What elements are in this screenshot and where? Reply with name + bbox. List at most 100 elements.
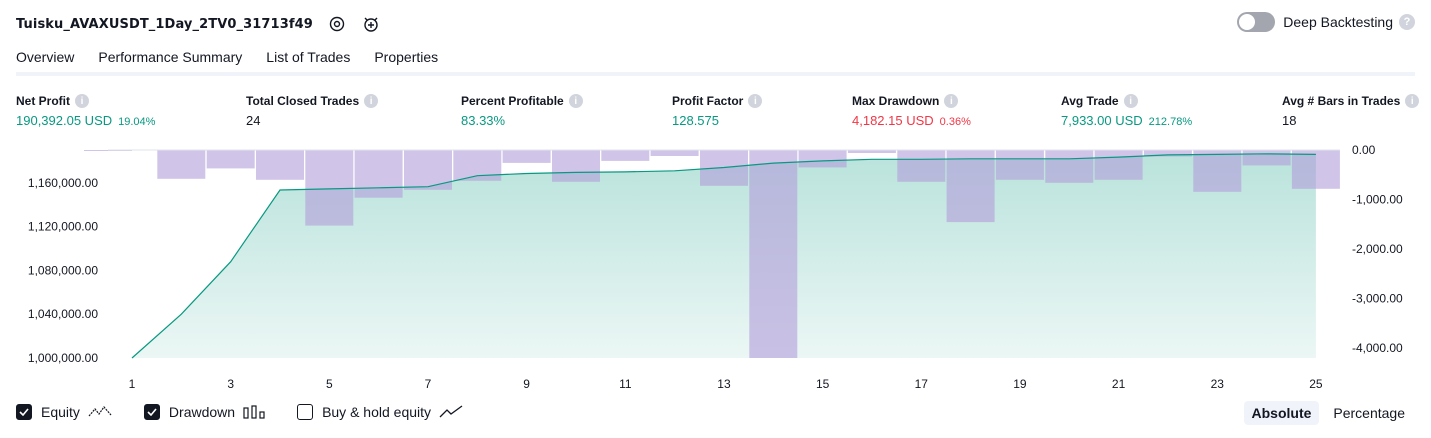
legend-equity[interactable]: Equity: [16, 404, 112, 420]
x-axis-tick-label: 23: [1211, 377, 1225, 390]
equity-drawdown-chart[interactable]: 1,000,000.00 1,040,000.00 1,080,000.00 1,12…: [0, 140, 1431, 390]
metric-net-profit: Net Profit i 190,392.05 USD 19.04%: [16, 94, 155, 128]
x-axis-tick-label: 19: [1013, 377, 1027, 390]
strategy-title: Tuisku_AVAXUSDT_1Day_2TV0_31713f49: [16, 16, 313, 32]
metric-max-drawdown: Max Drawdown i 4,182.15 USD 0.36%: [852, 94, 971, 128]
metric-label: Profit Factor: [672, 94, 744, 108]
drawdown-bar: [1094, 150, 1143, 180]
legend-label: Buy & hold equity: [322, 404, 432, 420]
toggle-knob: [1239, 14, 1256, 30]
drawdown-bar: [1242, 150, 1291, 166]
drawdown-bar: [798, 150, 847, 168]
drawdown-bar: [354, 150, 403, 198]
drawdown-bar: [897, 150, 946, 182]
drawdown-bar: [601, 150, 650, 161]
chart-legend: Equity Drawdown Buy & hold equity: [16, 404, 495, 420]
info-icon[interactable]: i: [364, 94, 379, 108]
drawdown-bar: [157, 150, 206, 179]
metric-avg-trade: Avg Trade i 7,933.00 USD 212.78%: [1061, 94, 1192, 128]
right-axis-tick-label: 0.00: [1352, 143, 1376, 157]
metric-total-closed-trades: Total Closed Trades i 24: [246, 94, 379, 128]
metric-percent: 0.36%: [939, 116, 971, 128]
x-axis-tick-label: 15: [816, 377, 830, 390]
equity-area: [132, 153, 1316, 358]
metric-label: Total Closed Trades: [246, 94, 360, 108]
tab-performance-summary[interactable]: Performance Summary: [98, 49, 243, 65]
left-axis-tick-label: 1,040,000.00: [28, 307, 98, 321]
metric-value: 7,933.00 USD: [1061, 113, 1143, 128]
x-axis-tick-label: 9: [523, 377, 530, 390]
left-axis-tick-label: 1,080,000.00: [28, 263, 98, 277]
drawdown-bars-icon: [243, 405, 265, 419]
left-axis-tick-label: 1,000,000.00: [28, 351, 98, 365]
legend-label: Drawdown: [168, 404, 236, 420]
right-axis-tick-label: -4,000.00: [1352, 341, 1403, 355]
x-axis-tick-label: 13: [717, 377, 731, 390]
mode-percentage[interactable]: Percentage: [1333, 405, 1405, 421]
drawdown-bar: [502, 150, 551, 163]
equity-checkbox[interactable]: [16, 404, 32, 420]
x-axis-tick-label: 17: [915, 377, 929, 390]
left-axis-tick-label: 1,120,000.00: [28, 220, 98, 234]
left-axis-tick-label: 1,160,000.00: [28, 176, 98, 190]
right-axis-tick-label: -3,000.00: [1352, 292, 1403, 306]
strategy-header: Tuisku_AVAXUSDT_1Day_2TV0_31713f49: [16, 10, 381, 38]
metric-value: 83.33%: [461, 113, 506, 128]
legend-drawdown[interactable]: Drawdown: [143, 404, 265, 420]
tab-properties[interactable]: Properties: [374, 49, 439, 65]
metric-value: 24: [246, 113, 261, 128]
buy-hold-checkbox[interactable]: [297, 404, 314, 420]
info-icon[interactable]: i: [944, 94, 959, 108]
x-axis-tick-label: 1: [129, 377, 136, 390]
metric-value: 4,182.15 USD: [852, 113, 934, 128]
gear-icon[interactable]: [327, 14, 347, 34]
drawdown-bar: [1045, 150, 1094, 183]
legend-buy-hold-equity[interactable]: Buy & hold equity: [297, 404, 463, 420]
info-icon[interactable]: i: [568, 94, 583, 108]
metric-label: Avg # Bars in Trades: [1282, 94, 1401, 108]
equity-line: [131, 153, 1316, 359]
drawdown-bar: [206, 150, 255, 169]
info-icon[interactable]: i: [1123, 94, 1138, 108]
deep-backtesting: Deep Backtesting ?: [1237, 12, 1415, 32]
metric-percent-profitable: Percent Profitable i 83.33%: [461, 94, 583, 128]
info-icon[interactable]: i: [75, 94, 89, 108]
x-axis-tick-label: 3: [227, 377, 234, 390]
metric-avg-bars: Avg # Bars in Trades i 18: [1282, 94, 1420, 128]
add-alert-icon[interactable]: [361, 14, 381, 34]
drawdown-bar: [305, 150, 354, 226]
metric-label: Avg Trade: [1061, 94, 1119, 108]
tab-divider: [16, 72, 1415, 76]
x-axis-tick-label: 25: [1309, 377, 1323, 390]
x-axis-tick-label: 21: [1112, 377, 1126, 390]
info-icon[interactable]: i: [1405, 94, 1420, 108]
metric-label: Max Drawdown: [852, 94, 940, 108]
buy-hold-line-icon: [439, 405, 463, 419]
drawdown-bar: [749, 150, 798, 358]
tab-bar: Overview Performance Summary List of Tra…: [16, 44, 462, 76]
drawdown-bar: [946, 150, 995, 223]
drawdown-bar: [1291, 150, 1340, 189]
equity-line-icon: [88, 405, 112, 419]
metric-label: Percent Profitable: [461, 94, 564, 108]
mode-absolute[interactable]: Absolute: [1243, 401, 1320, 425]
metric-value: 18: [1282, 113, 1297, 128]
deep-backtesting-label: Deep Backtesting: [1283, 14, 1393, 30]
scale-mode-switch: Absolute Percentage: [1238, 401, 1414, 425]
drawdown-checkbox[interactable]: [143, 404, 160, 420]
question-icon[interactable]: ?: [1399, 14, 1415, 30]
metric-value: 190,392.05 USD: [16, 113, 113, 128]
metric-profit-factor: Profit Factor i 128.575: [672, 94, 763, 128]
metric-label: Net Profit: [16, 94, 70, 108]
drawdown-bar: [847, 150, 896, 153]
drawdown-bar: [995, 150, 1044, 180]
tab-overview[interactable]: Overview: [16, 44, 75, 76]
drawdown-bar: [1143, 150, 1192, 157]
drawdown-bar: [1193, 150, 1242, 192]
x-axis-tick-label: 7: [425, 377, 432, 390]
info-icon[interactable]: i: [748, 94, 763, 108]
deep-backtesting-toggle[interactable]: [1237, 12, 1276, 32]
tab-list-of-trades[interactable]: List of Trades: [266, 49, 351, 65]
drawdown-bar: [404, 150, 452, 190]
drawdown-bar: [552, 150, 600, 182]
